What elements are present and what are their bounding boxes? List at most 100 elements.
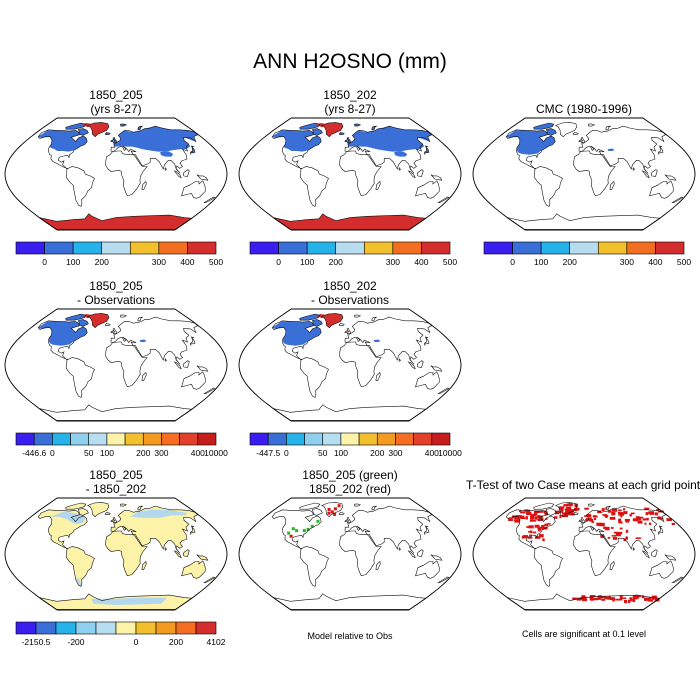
colorbar-box xyxy=(88,432,108,446)
coast-madagascar xyxy=(609,560,615,570)
coast-srilanka xyxy=(398,547,401,551)
coast-madagascar xyxy=(375,371,381,381)
coast-japan xyxy=(190,336,196,346)
world-map xyxy=(238,308,462,422)
colorbar-box xyxy=(278,241,308,255)
map-border xyxy=(472,117,696,231)
colorbar-label: -2150.5 xyxy=(22,637,51,647)
world-map xyxy=(4,497,228,611)
coast-newguinea xyxy=(430,174,443,181)
coastlines xyxy=(37,313,216,421)
colorbar-box xyxy=(101,241,131,255)
coast-eurasia xyxy=(344,125,433,174)
colorbar-label: 400 xyxy=(191,448,205,458)
colorbar-label: 300 xyxy=(620,257,634,267)
coast-greenland xyxy=(86,502,110,518)
colorbar-label: 100 xyxy=(534,257,548,267)
colorbar-label: 100 xyxy=(66,257,80,267)
colorbar-box xyxy=(249,241,279,255)
coast-sumatra xyxy=(173,550,182,559)
colorbar-label: 100 xyxy=(100,448,114,458)
colorbar-box xyxy=(306,241,337,255)
coast-ireland xyxy=(110,519,114,522)
coastlines xyxy=(271,122,450,230)
colorbar-label: 200 xyxy=(169,637,183,647)
colorbar-box xyxy=(35,621,57,635)
coast-srilanka xyxy=(398,167,401,171)
coast-northamerica xyxy=(271,509,322,550)
coast-africa xyxy=(573,530,616,577)
coast-uk xyxy=(346,137,351,144)
coast-uk xyxy=(346,328,351,335)
coast-uk xyxy=(346,517,351,524)
map-border xyxy=(238,308,462,422)
coast-eurasia xyxy=(578,125,667,174)
colorbar-label: 300 xyxy=(388,448,402,458)
world-map xyxy=(472,497,696,611)
colorbar-label: 400 xyxy=(414,257,428,267)
colorbar-label: 100 xyxy=(334,448,348,458)
colorbar-box xyxy=(512,241,542,255)
colorbar-box xyxy=(376,432,396,446)
coast-africa xyxy=(573,150,616,197)
coast-japan xyxy=(190,145,196,155)
panel-title: 1850_205- Observations xyxy=(76,279,156,307)
coast-srilanka xyxy=(164,547,167,551)
coast-ireland xyxy=(578,139,582,142)
coast-australia xyxy=(415,371,440,390)
coast-baffin xyxy=(78,319,89,327)
coast-srilanka xyxy=(164,358,167,362)
coast-newguinea xyxy=(430,365,443,372)
panel-green-red: 1850_205 (green) 1850_202 (red) Model rel… xyxy=(234,468,466,668)
coast-svalbard xyxy=(354,314,362,318)
colorbar-label: 200 xyxy=(329,257,343,267)
coast-sumatra xyxy=(641,550,650,559)
colorbar-box xyxy=(304,432,324,446)
coast-japan xyxy=(658,145,664,155)
colorbar-label: 500 xyxy=(443,257,457,267)
colorbar-label: 500 xyxy=(209,257,223,267)
coast-uk xyxy=(112,328,117,335)
coast-novaya xyxy=(605,505,611,511)
panel-1850-202: 1850_202 (yrs 8-27) 0 100 200 300 400 500 xyxy=(234,88,466,288)
coast-novaya xyxy=(371,505,377,511)
coast-southamerica xyxy=(299,166,329,207)
coast-srilanka xyxy=(398,358,401,362)
colorbar-box xyxy=(129,241,160,255)
coast-japan xyxy=(424,525,430,535)
colorbar-label: 400 xyxy=(180,257,194,267)
coast-iceland xyxy=(572,132,579,136)
coast-madagascar xyxy=(375,180,381,190)
coast-svalbard xyxy=(120,123,128,127)
coast-eurasia xyxy=(110,125,199,174)
coast-australia xyxy=(181,180,206,199)
coast-uk xyxy=(580,517,585,524)
coast-borneo xyxy=(182,549,190,557)
coast-borneo xyxy=(650,169,658,177)
coast-baffin xyxy=(312,319,323,327)
panel-title: 1850_202- Observations xyxy=(310,279,390,307)
coast-africa xyxy=(339,150,382,197)
coast-southamerica xyxy=(65,166,95,207)
coast-borneo xyxy=(416,360,424,368)
colorbar-label: 200 xyxy=(95,257,109,267)
coast-ireland xyxy=(344,330,348,333)
colorbar-box xyxy=(597,241,628,255)
colorbar-label: 10000 xyxy=(204,448,228,458)
colorbar-label: 0 xyxy=(42,257,47,267)
colorbar-box xyxy=(335,241,365,255)
coast-sumatra xyxy=(407,550,416,559)
coast-australia xyxy=(181,371,206,390)
coast-newzealand xyxy=(203,387,216,394)
colorbar-box xyxy=(142,432,162,446)
coast-baffin xyxy=(78,128,89,136)
colorbar-label: -446.6 xyxy=(22,448,46,458)
colorbar-box xyxy=(363,241,394,255)
coast-newguinea xyxy=(430,554,443,561)
coast-borneo xyxy=(182,360,190,368)
map-border xyxy=(4,497,228,611)
coast-newguinea xyxy=(196,365,209,372)
coast-newzealand xyxy=(437,387,450,394)
panel-footnote: Model relative to Obs xyxy=(307,631,393,641)
colorbar-label: 50 xyxy=(84,448,94,458)
